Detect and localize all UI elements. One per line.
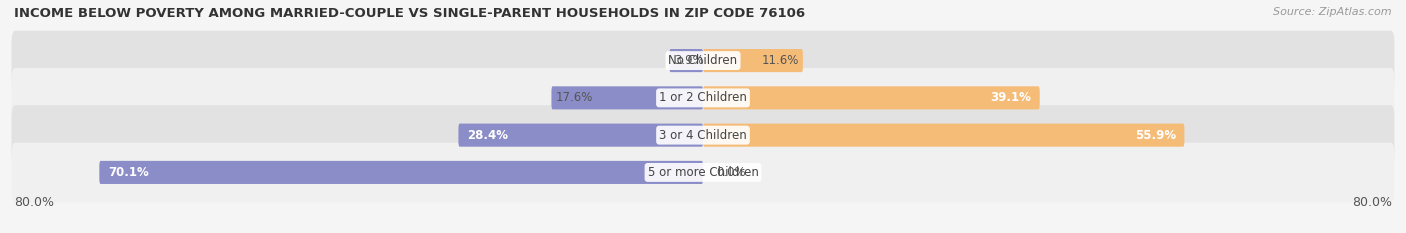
FancyBboxPatch shape bbox=[669, 49, 703, 72]
FancyBboxPatch shape bbox=[703, 86, 1039, 110]
Text: No Children: No Children bbox=[668, 54, 738, 67]
FancyBboxPatch shape bbox=[11, 143, 1395, 202]
Text: 28.4%: 28.4% bbox=[467, 129, 508, 142]
Text: INCOME BELOW POVERTY AMONG MARRIED-COUPLE VS SINGLE-PARENT HOUSEHOLDS IN ZIP COD: INCOME BELOW POVERTY AMONG MARRIED-COUPL… bbox=[14, 7, 806, 20]
FancyBboxPatch shape bbox=[703, 123, 1184, 147]
FancyBboxPatch shape bbox=[11, 105, 1395, 165]
Text: Source: ZipAtlas.com: Source: ZipAtlas.com bbox=[1274, 7, 1392, 17]
FancyBboxPatch shape bbox=[11, 68, 1395, 128]
Text: 3 or 4 Children: 3 or 4 Children bbox=[659, 129, 747, 142]
Text: 1 or 2 Children: 1 or 2 Children bbox=[659, 91, 747, 104]
Text: 5 or more Children: 5 or more Children bbox=[648, 166, 758, 179]
Text: 55.9%: 55.9% bbox=[1135, 129, 1175, 142]
Text: 70.1%: 70.1% bbox=[108, 166, 149, 179]
Text: 80.0%: 80.0% bbox=[14, 195, 53, 209]
Text: 11.6%: 11.6% bbox=[761, 54, 799, 67]
Text: 80.0%: 80.0% bbox=[1353, 195, 1392, 209]
Text: 3.9%: 3.9% bbox=[673, 54, 703, 67]
FancyBboxPatch shape bbox=[458, 123, 703, 147]
FancyBboxPatch shape bbox=[551, 86, 703, 110]
Text: 0.0%: 0.0% bbox=[716, 166, 745, 179]
Text: 39.1%: 39.1% bbox=[990, 91, 1031, 104]
FancyBboxPatch shape bbox=[11, 31, 1395, 90]
Text: 17.6%: 17.6% bbox=[555, 91, 593, 104]
FancyBboxPatch shape bbox=[703, 49, 803, 72]
FancyBboxPatch shape bbox=[100, 161, 703, 184]
